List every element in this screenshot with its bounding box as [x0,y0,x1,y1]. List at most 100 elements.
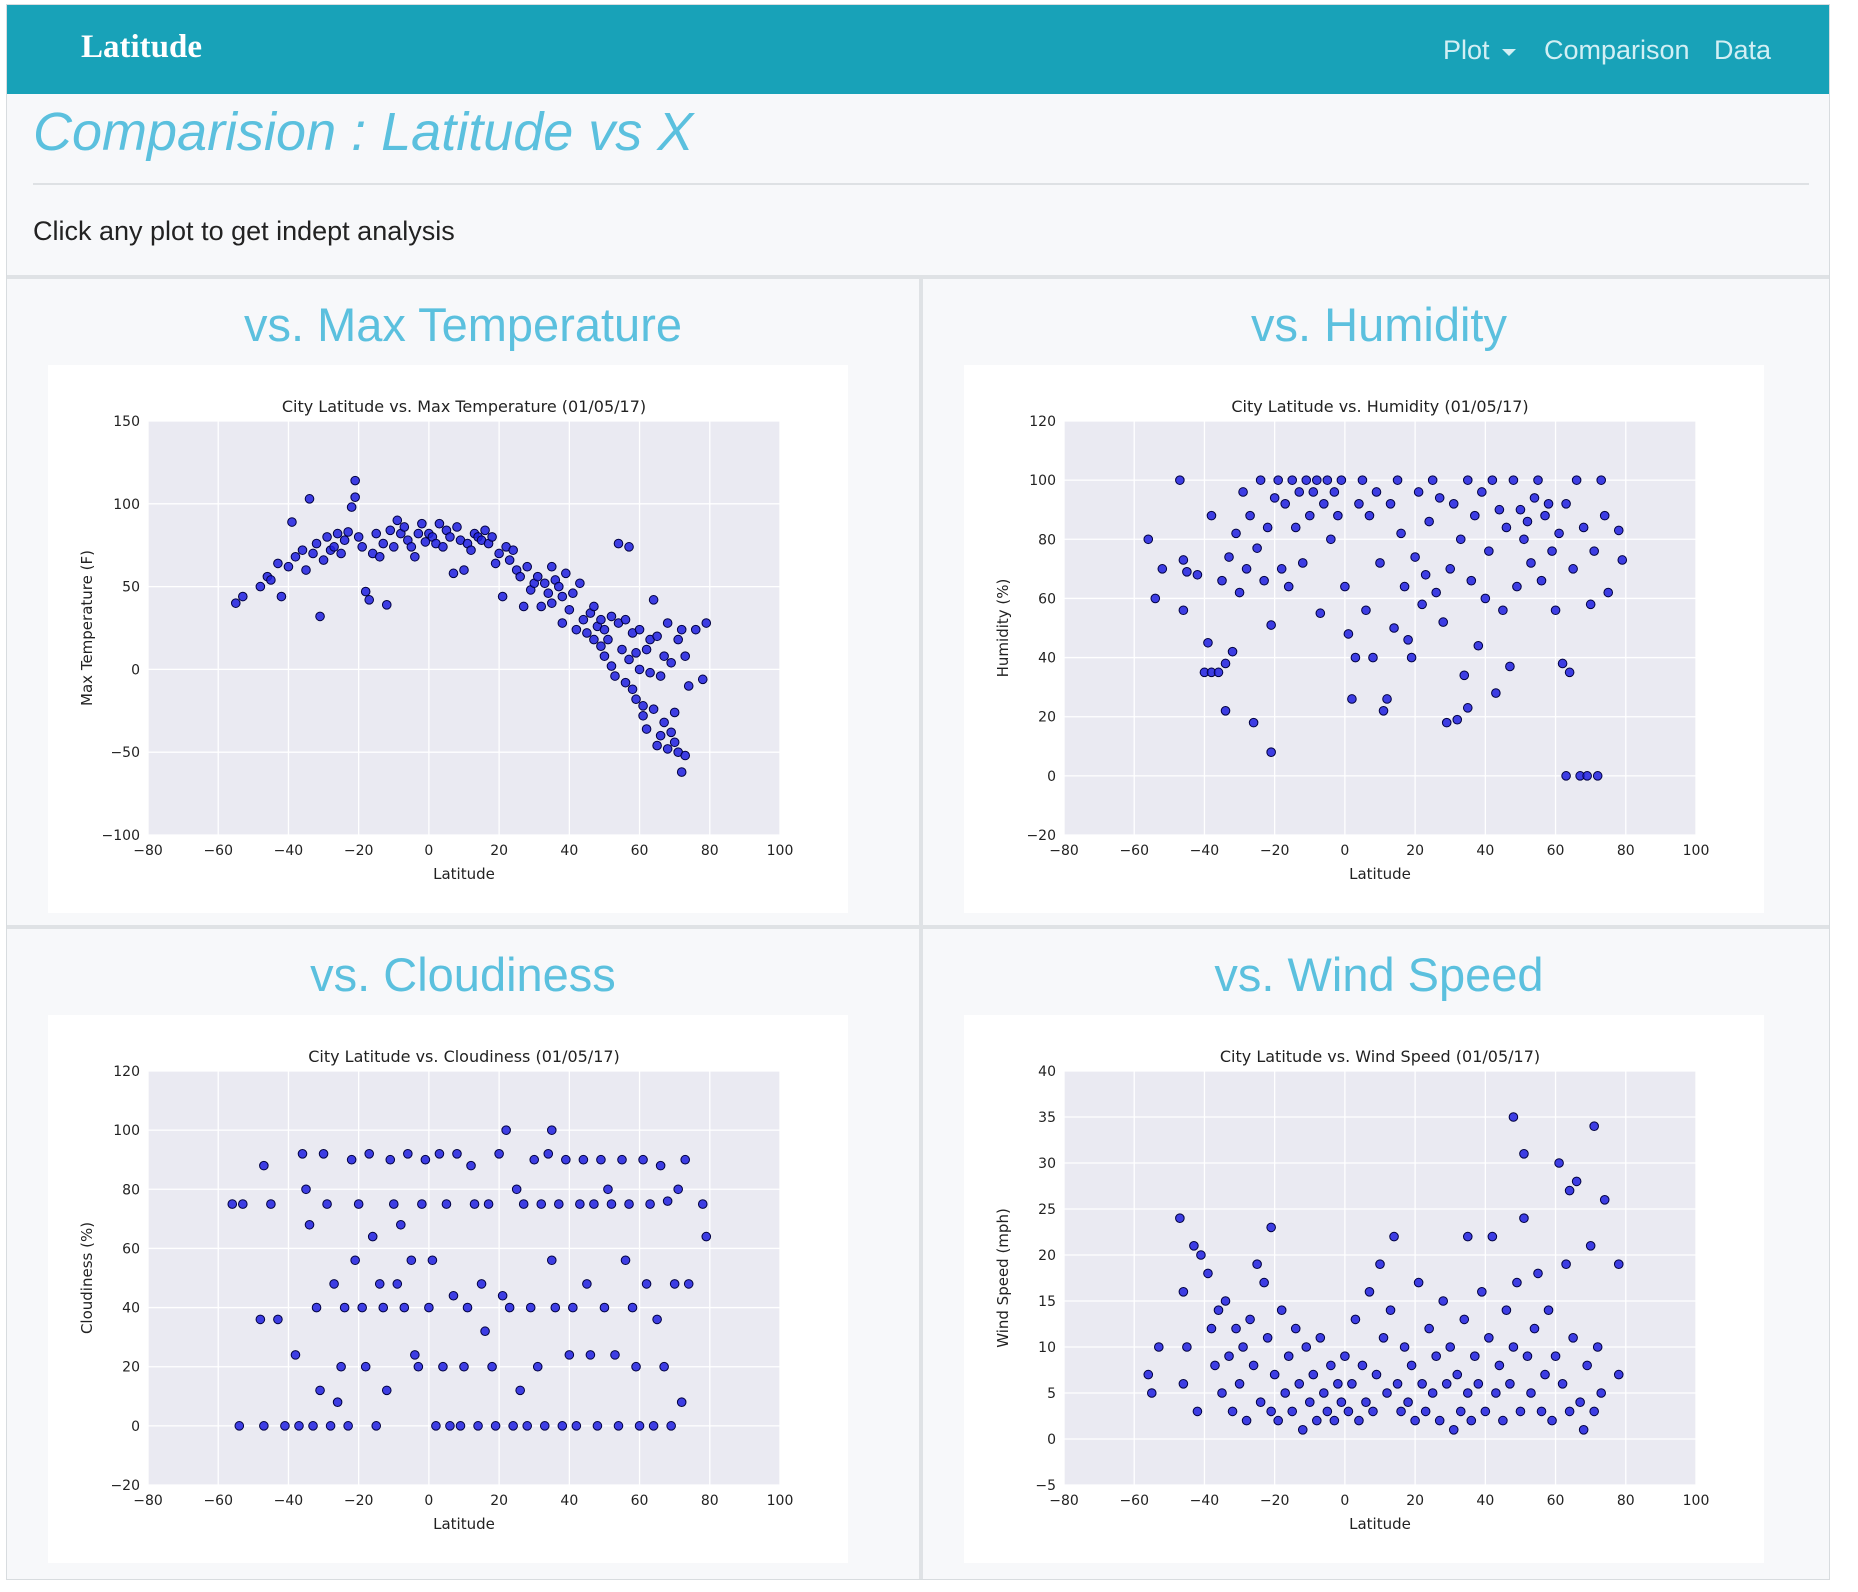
scatter-point [276,591,287,602]
scatter-point [301,1184,311,1195]
scatter-point [680,1154,691,1165]
scatter-point [1427,1388,1438,1398]
plot-humidity[interactable]: −80 −60 −40 −20 0 20 40 60 80 100 −20 0 20 40 60 80 100 1… [964,365,1764,913]
scatter-point [1466,575,1477,586]
scatter-point [1262,522,1273,533]
x-tick-label: 100 [1683,1493,1710,1509]
scatter-point [1484,546,1494,556]
scatter-point [620,614,631,625]
scatter-point [1283,1351,1294,1362]
scatter-point [697,674,708,685]
scatter-point [515,571,525,582]
scatter-point [1347,1379,1357,1389]
scatter-point [413,1361,424,1372]
scatter-point [385,1154,396,1165]
chart-svg: −80 −60 −40 −20 0 20 40 60 80 100 −5 0 5 10 15 20 25 30 35… [994,1047,1710,1533]
scatter-point [290,1350,301,1360]
scatter-point [1273,475,1283,485]
scatter-point [1448,499,1459,509]
scatter-point [1462,475,1473,485]
scatter-point [1473,1379,1484,1389]
scatter-point [325,1421,336,1431]
scatter-point [308,1421,318,1431]
plot-cloudiness[interactable]: −80 −60 −40 −20 0 20 40 60 80 100 −20 0 20 40 60 80 100 1… [48,1015,848,1563]
scatter-point [1529,1323,1540,1334]
scatter-point [346,1154,357,1165]
scatter-point [1364,1287,1375,1297]
y-tick-label: 100 [1029,473,1056,489]
scatter-point [1343,1406,1354,1417]
scatter-point [673,634,683,645]
scatter-point [599,624,610,635]
brand-logo[interactable]: Latitude [81,29,203,65]
scatter-point [568,588,578,599]
scatter-point [1564,1185,1575,1196]
scatter-point [1512,581,1522,592]
scatter-point [1368,1406,1378,1417]
plot-area [1064,1071,1696,1485]
scatter-point [1266,620,1276,630]
scatter-point [1445,1342,1456,1352]
scatter-point [343,1421,353,1431]
nav-comparison[interactable]: Comparison [1544,35,1690,65]
plot-max-temperature[interactable]: −80 −60 −40 −20 0 20 40 60 80 100 −100 −50 0 50 100 150… [48,365,848,913]
x-tick-label: 60 [1547,843,1565,859]
scatter-point [1578,522,1589,533]
y-tick-label: 20 [1038,1248,1056,1264]
scatter-point [490,1421,501,1431]
scatter-point [438,542,448,552]
scatter-point [638,710,648,721]
scatter-point [501,1125,511,1135]
scatter-point [297,545,308,555]
chart-svg: −80 −60 −40 −20 0 20 40 60 80 100 −20 0 20 40 60 80 100 1… [994,397,1710,883]
scatter-point [1333,510,1343,521]
scatter-point [378,538,389,549]
scatter-point [627,1302,638,1313]
scatter-point [1315,1333,1326,1343]
scatter-point [648,1421,659,1431]
scatter-point [473,1421,483,1431]
scatter-point [280,1421,290,1431]
x-tick-label: −40 [274,1493,304,1509]
x-tick-label: 80 [1617,843,1635,859]
scatter-point [1550,1351,1561,1362]
scatter-point [543,588,554,599]
scatter-point [431,1421,441,1431]
x-axis-label: Latitude [1349,1515,1411,1533]
x-tick-label: −60 [203,843,233,859]
y-tick-label: −20 [1026,828,1056,844]
x-tick-label: 100 [767,843,794,859]
scatter-point [1431,587,1441,598]
scatter-point [1582,771,1592,781]
scatter-point [504,1302,515,1313]
plot-wind-speed[interactable]: −80 −60 −40 −20 0 20 40 60 80 100 −5 0 5 10 15 20 25 30 35… [964,1015,1764,1563]
scatter-point [1262,1333,1273,1343]
scatter-point [1192,569,1203,580]
scatter-point [1596,1388,1607,1398]
y-tick-label: −5 [1035,1478,1056,1494]
x-tick-label: 20 [490,843,508,859]
chart-title: City Latitude vs. Max Temperature (01/05… [282,397,646,416]
scatter-point [1452,1369,1463,1380]
y-tick-label: −50 [110,745,140,761]
scatter-point [539,578,550,589]
scatter-point [1319,499,1329,509]
x-tick-label: 100 [1683,843,1710,859]
scatter-point [571,1421,582,1431]
nav-data[interactable]: Data [1714,35,1772,65]
scatter-point [578,1154,589,1165]
scatter-point [1494,504,1505,515]
scatter-point [1266,1406,1276,1417]
scatter-point [318,555,329,565]
scatter-point [1157,564,1168,574]
scatter-point [374,551,385,562]
y-tick-label: 120 [1029,414,1056,430]
scatter-point [673,1184,683,1195]
y-tick-label: 100 [113,1123,140,1139]
scatter-point [403,1149,413,1159]
nav-plot-dropdown[interactable]: Plot [1443,35,1516,66]
x-axis-label: Latitude [1349,865,1411,883]
scatter-point [589,634,599,645]
scatter-point [413,528,424,539]
scatter-point [396,1219,406,1230]
